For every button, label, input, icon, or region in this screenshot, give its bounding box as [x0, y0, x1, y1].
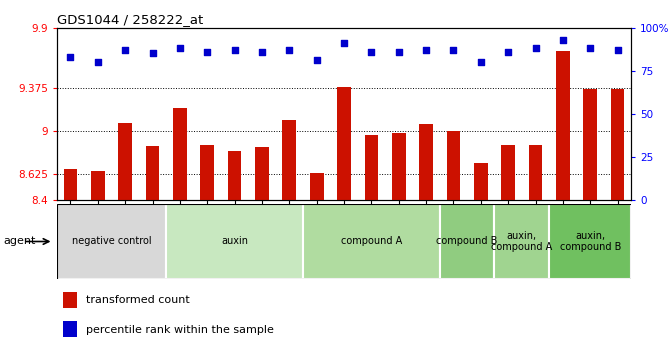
Point: [120, 47, 130, 53]
Bar: [200, 145, 214, 200]
Bar: [494, 204, 549, 279]
Bar: [63, 292, 77, 307]
Bar: [57, 204, 166, 279]
Bar: [166, 204, 303, 279]
Text: agent: agent: [3, 237, 35, 246]
Point: [530, 46, 541, 51]
Bar: [583, 89, 597, 200]
Point: [613, 47, 623, 53]
Text: compound A: compound A: [341, 237, 402, 246]
Bar: [310, 172, 323, 200]
Point: [421, 47, 432, 53]
Text: percentile rank within the sample: percentile rank within the sample: [86, 325, 273, 335]
Point: [503, 49, 514, 55]
Point: [92, 59, 103, 65]
Text: compound B: compound B: [436, 237, 498, 246]
Bar: [392, 134, 405, 200]
Bar: [63, 169, 77, 200]
Bar: [146, 146, 160, 200]
Text: auxin: auxin: [221, 237, 248, 246]
Text: auxin,
compound B: auxin, compound B: [560, 231, 621, 252]
Bar: [611, 89, 625, 200]
Point: [311, 58, 322, 63]
Bar: [556, 51, 570, 200]
Point: [558, 37, 568, 42]
Point: [202, 49, 212, 55]
Point: [147, 51, 158, 56]
Bar: [365, 135, 378, 200]
Bar: [63, 322, 77, 337]
Point: [366, 49, 377, 55]
Bar: [501, 145, 515, 200]
Bar: [420, 124, 433, 200]
Point: [257, 49, 267, 55]
Bar: [549, 204, 631, 279]
Point: [174, 46, 185, 51]
Text: negative control: negative control: [71, 237, 152, 246]
Point: [229, 47, 240, 53]
Point: [393, 49, 404, 55]
Bar: [255, 147, 269, 200]
Point: [339, 40, 349, 46]
Point: [585, 46, 596, 51]
Text: GDS1044 / 258222_at: GDS1044 / 258222_at: [57, 13, 203, 27]
Bar: [228, 151, 241, 200]
Point: [284, 47, 295, 53]
Bar: [440, 204, 494, 279]
Bar: [118, 123, 132, 200]
Bar: [528, 145, 542, 200]
Bar: [447, 131, 460, 200]
Bar: [474, 163, 488, 200]
Bar: [303, 204, 440, 279]
Text: auxin,
compound A: auxin, compound A: [491, 231, 552, 252]
Bar: [283, 120, 296, 200]
Bar: [337, 87, 351, 200]
Point: [65, 54, 75, 60]
Bar: [91, 171, 105, 200]
Point: [476, 59, 486, 65]
Point: [448, 47, 459, 53]
Text: transformed count: transformed count: [86, 296, 189, 305]
Bar: [173, 108, 187, 200]
